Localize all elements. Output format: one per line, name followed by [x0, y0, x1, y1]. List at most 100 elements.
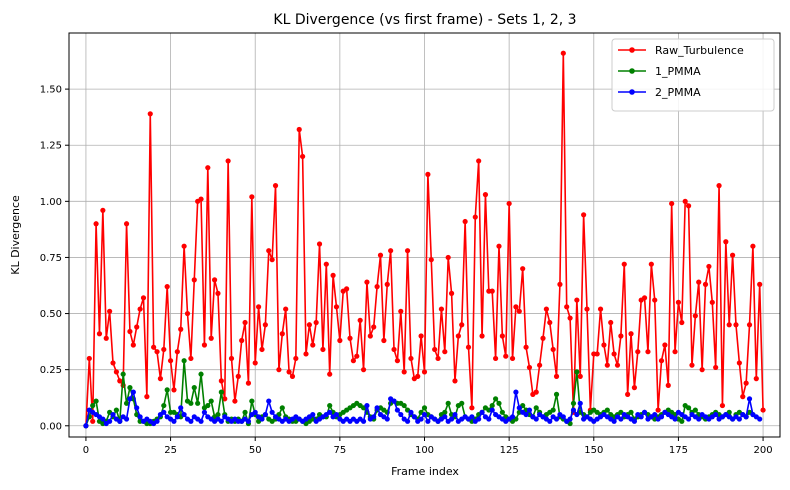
data-point [716, 183, 722, 189]
data-point [272, 183, 279, 189]
data-point [526, 407, 533, 413]
data-point [300, 153, 306, 160]
data-point [655, 407, 661, 413]
data-point [442, 414, 448, 420]
data-point [489, 407, 495, 413]
data-point [567, 315, 573, 321]
data-point [279, 405, 285, 411]
data-point [631, 385, 638, 391]
data-point [486, 416, 492, 422]
data-point [625, 391, 631, 397]
data-point [455, 333, 461, 339]
x-tick-label: 200 [754, 445, 773, 456]
data-point [526, 364, 533, 371]
data-point [364, 402, 370, 409]
data-point [628, 409, 634, 415]
data-point [604, 407, 610, 413]
data-point [333, 304, 340, 310]
data-point [211, 277, 218, 283]
data-point [581, 212, 587, 218]
data-point [476, 416, 482, 422]
data-point [408, 355, 414, 362]
data-point [472, 214, 478, 220]
data-point [757, 281, 763, 287]
data-point [266, 398, 272, 404]
data-point [134, 405, 140, 411]
data-point [107, 418, 113, 424]
data-point [391, 346, 397, 353]
data-point [692, 313, 698, 319]
data-point [191, 385, 197, 391]
data-point [513, 389, 519, 395]
data-point [469, 414, 475, 420]
data-point [509, 414, 516, 420]
data-point [574, 369, 580, 375]
data-point [201, 342, 208, 348]
x-tick-label: 100 [415, 445, 434, 456]
data-point [245, 418, 252, 424]
y-tick-label: 0.75 [40, 253, 62, 264]
data-point [269, 409, 275, 415]
data-point [567, 416, 573, 422]
data-point [628, 331, 634, 337]
chart-title: KL Divergence (vs first frame) - Sets 1,… [273, 12, 576, 28]
data-point [123, 416, 130, 422]
data-point [641, 409, 648, 415]
data-point [276, 367, 282, 373]
data-point [540, 335, 546, 341]
data-point [560, 50, 566, 56]
data-point [235, 373, 241, 379]
data-point [198, 418, 204, 424]
data-point [635, 349, 641, 355]
data-point [296, 126, 302, 133]
data-point [225, 158, 231, 164]
y-tick-label: 1.00 [40, 197, 62, 208]
data-point [327, 409, 333, 415]
data-point [208, 335, 214, 341]
data-point [279, 331, 285, 337]
data-point [723, 239, 729, 245]
data-point [493, 355, 499, 362]
data-point [384, 416, 390, 422]
data-point [259, 416, 265, 422]
data-point [418, 333, 424, 339]
data-point [140, 295, 147, 301]
data-point [354, 353, 360, 359]
data-point [256, 304, 262, 310]
data-point [713, 411, 719, 418]
data-point [215, 411, 221, 418]
data-point [96, 331, 103, 337]
y-tick-label: 0.50 [40, 309, 62, 320]
data-point [262, 322, 268, 328]
data-point [205, 165, 211, 171]
data-point [425, 171, 431, 177]
data-point [516, 405, 522, 411]
data-point [174, 349, 180, 355]
data-point [442, 349, 448, 355]
data-point [90, 402, 96, 409]
data-point [692, 407, 698, 413]
data-point [93, 221, 99, 227]
data-point [736, 416, 742, 422]
y-axis-label: KL Divergence [9, 195, 22, 275]
legend-label: 1_PMMA [655, 65, 701, 78]
data-point [262, 411, 268, 418]
data-point [757, 416, 763, 422]
data-point [479, 333, 485, 339]
data-point [404, 418, 411, 424]
data-point [689, 362, 695, 368]
data-point [344, 286, 350, 292]
data-point [459, 400, 465, 406]
data-point [327, 371, 333, 377]
data-point [164, 284, 170, 290]
data-point [161, 402, 167, 409]
data-point [252, 409, 258, 415]
data-point [127, 396, 133, 402]
data-point [86, 355, 92, 362]
data-point [421, 369, 428, 375]
data-point [469, 405, 475, 411]
data-point [611, 418, 617, 424]
data-point [303, 351, 309, 357]
data-point [103, 335, 109, 341]
